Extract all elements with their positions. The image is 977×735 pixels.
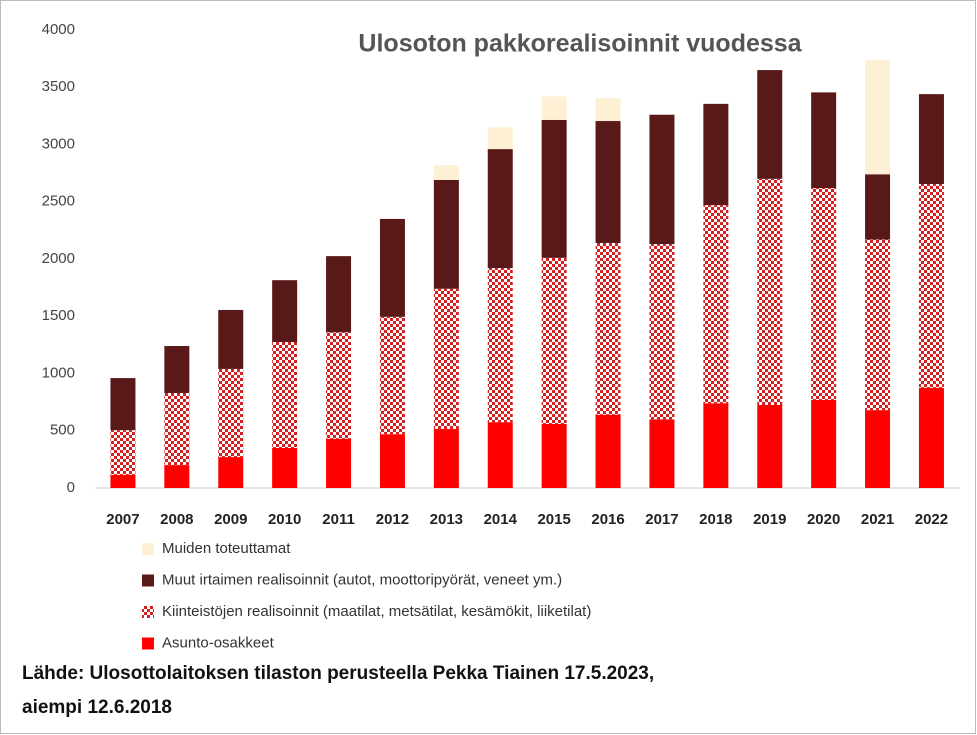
x-tick-label: 2022 xyxy=(915,511,948,528)
bar-segment xyxy=(703,205,729,404)
bar-segment xyxy=(649,244,675,420)
bar-segment xyxy=(595,121,621,243)
bar-segment xyxy=(164,346,190,393)
bar-segment xyxy=(487,268,513,423)
y-tick-label: 1500 xyxy=(42,307,75,324)
x-tick-label: 2017 xyxy=(645,511,678,528)
bar-segment xyxy=(433,165,459,180)
bar-segment xyxy=(541,257,567,424)
x-tick-label: 2010 xyxy=(268,511,301,528)
bar-segment xyxy=(918,184,944,388)
x-tick-label: 2018 xyxy=(699,511,732,528)
legend-swatch xyxy=(142,637,154,650)
bar-segment xyxy=(379,434,405,488)
bar-segment xyxy=(918,387,944,488)
bar-segment xyxy=(757,70,783,179)
bar-segment xyxy=(811,399,837,488)
bar-segment xyxy=(703,103,729,206)
x-tick-label: 2019 xyxy=(753,511,786,528)
bar-segment xyxy=(272,342,298,448)
bar-segment xyxy=(433,429,459,488)
y-tick-label: 3000 xyxy=(42,135,75,152)
chart-title: Ulosoton pakkorealisoinnit vuodessa xyxy=(358,30,802,58)
bar-segment xyxy=(487,127,513,150)
x-tick-label: 2015 xyxy=(537,511,570,528)
bar-segment xyxy=(433,288,459,430)
y-tick-label: 2500 xyxy=(42,193,75,210)
bar-segment xyxy=(487,149,513,269)
bar-segment xyxy=(649,419,675,488)
bar-segment xyxy=(541,96,567,120)
legend-swatch xyxy=(142,606,154,618)
bar-segment xyxy=(110,378,136,431)
bar-segment xyxy=(865,174,891,240)
bar-segment xyxy=(272,447,298,488)
bar-segment xyxy=(164,392,190,466)
legend-swatch xyxy=(142,574,154,587)
bar-segment xyxy=(595,242,621,415)
x-tick-label: 2014 xyxy=(484,511,518,528)
x-tick-label: 2009 xyxy=(214,511,247,528)
legend-label: Muut irtaimen realisoinnit (autot, moott… xyxy=(162,571,562,588)
bar-segment xyxy=(164,465,190,488)
bar-segment xyxy=(110,474,136,488)
x-tick-label: 2020 xyxy=(807,511,840,528)
bar-segment xyxy=(757,404,783,488)
x-tick-label: 2012 xyxy=(376,511,409,528)
legend-label: Asunto-osakkeet xyxy=(162,634,275,651)
bar-segment xyxy=(595,98,621,122)
x-tick-label: 2016 xyxy=(591,511,624,528)
legend-label: Kiinteistöjen realisoinnit (maatilat, me… xyxy=(162,603,591,620)
bar-segment xyxy=(757,178,783,405)
y-tick-label: 2000 xyxy=(42,250,75,267)
bar-segment xyxy=(379,218,405,317)
y-tick-label: 4000 xyxy=(42,21,75,38)
bar-segment xyxy=(703,403,729,488)
bar-segment xyxy=(326,438,352,488)
x-tick-label: 2021 xyxy=(861,511,894,528)
legend-label: Muiden toteuttamat xyxy=(162,540,291,557)
x-tick-label: 2013 xyxy=(430,511,463,528)
bar-segment xyxy=(487,422,513,488)
y-tick-label: 3500 xyxy=(42,78,75,95)
bar-segment xyxy=(649,114,675,245)
bar-segment xyxy=(918,94,944,185)
source: aiempi 12.6.2018 xyxy=(22,697,172,718)
bar-segment xyxy=(433,179,459,289)
bar-segment xyxy=(326,332,352,439)
bar-segment xyxy=(865,239,891,411)
bar-segment xyxy=(110,430,136,475)
y-tick-label: 500 xyxy=(50,422,75,439)
bar-segment xyxy=(272,280,298,343)
x-tick-label: 2008 xyxy=(160,511,193,528)
y-tick-label: 0 xyxy=(67,479,75,496)
y-tick-label: 1000 xyxy=(42,364,75,381)
bar-segment xyxy=(218,368,244,458)
bar-segment xyxy=(218,457,244,488)
legend-swatch xyxy=(142,543,154,555)
source: Lähde: Ulosottolaitoksen tilaston perust… xyxy=(22,663,654,684)
bar-segment xyxy=(811,92,837,189)
bar-segment xyxy=(218,309,244,369)
bar-segment xyxy=(541,423,567,488)
x-tick-label: 2007 xyxy=(106,511,139,528)
x-tick-label: 2011 xyxy=(322,511,355,528)
bar-segment xyxy=(326,256,352,333)
bar-segment xyxy=(379,316,405,435)
bar-segment xyxy=(865,410,891,488)
bar-segment xyxy=(811,188,837,400)
bar-segment xyxy=(865,59,891,175)
bar-segment xyxy=(541,119,567,258)
bar-segment xyxy=(595,414,621,488)
